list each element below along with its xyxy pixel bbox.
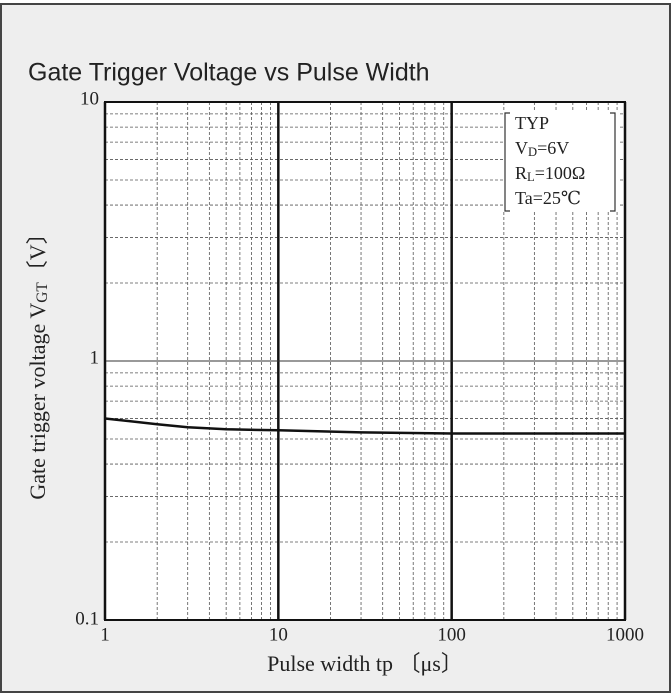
x-tick-label: 10 <box>269 624 288 645</box>
plot-frame <box>104 101 626 621</box>
marks <box>104 417 625 435</box>
text-part: R <box>515 163 527 183</box>
annotation-line: TYP <box>515 113 549 133</box>
text-part: V <box>515 138 528 158</box>
subscript: GT <box>34 282 51 303</box>
annotation-line: VD=6V <box>515 138 569 159</box>
subscript: L <box>527 170 535 184</box>
legend-brackets <box>504 112 616 212</box>
text-part: Ta=25℃ <box>515 188 581 208</box>
y-tick-label: 1 <box>90 347 100 368</box>
text-part: Gate trigger voltage V <box>25 303 50 500</box>
subscript: D <box>528 145 537 159</box>
x-tick-label: 100 <box>437 624 466 645</box>
x-axis-label: Pulse width tp 〔μs〕 <box>267 651 463 676</box>
chart-title: Gate Trigger Voltage vs Pulse Width <box>28 59 430 87</box>
y-axis-label: Gate trigger voltage VGT〔V〕 <box>25 222 50 499</box>
x-tick-label: 1000 <box>606 624 644 645</box>
legend-box <box>503 112 618 212</box>
annotation-line: Ta=25℃ <box>515 188 581 208</box>
text-part: TYP <box>515 113 549 133</box>
annotation: TYP VD=6V RL=100Ω Ta=25℃ <box>515 113 585 208</box>
data-line <box>104 417 625 435</box>
y-tick-label: 10 <box>80 88 99 109</box>
annotation-line: RL=100Ω <box>515 163 585 184</box>
text-part: =6V <box>537 138 569 158</box>
x-tick-label: 1 <box>100 624 110 645</box>
text-part: =100Ω <box>535 163 586 183</box>
text-part: 〔V〕 <box>25 222 50 282</box>
y-tick-label: 0.1 <box>75 608 99 629</box>
